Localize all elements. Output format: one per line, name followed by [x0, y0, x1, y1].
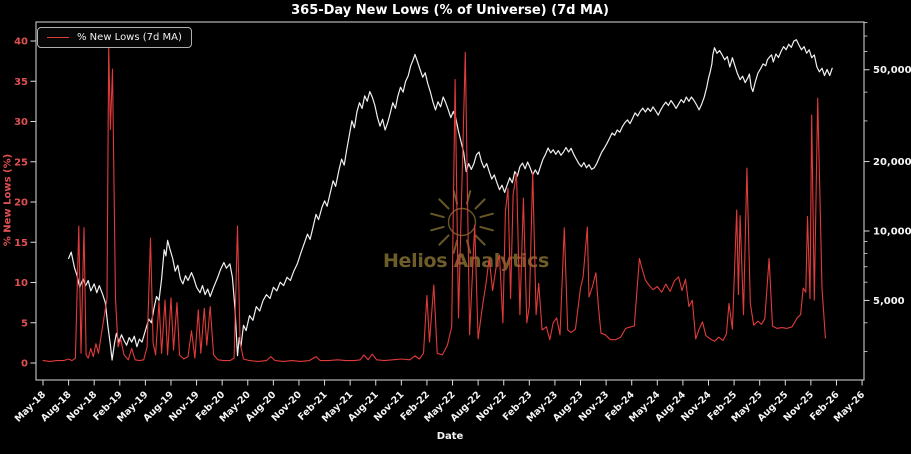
red-series-line	[42, 46, 826, 362]
left-tick-label: 0	[21, 359, 28, 370]
left-tick-label: 25	[14, 157, 28, 168]
legend-line-swatch	[47, 37, 69, 38]
left-tick-label: 30	[14, 117, 28, 128]
right-tick-label: 50,000	[873, 65, 911, 76]
legend: % New Lows (7d MA)	[37, 27, 192, 48]
plot-border	[35, 21, 865, 381]
legend-label: % New Lows (7d MA)	[77, 32, 182, 43]
left-tick-label: 15	[14, 238, 28, 249]
right-tick-label: 5,000	[873, 296, 905, 307]
left-tick-label: 5	[21, 318, 28, 329]
left-tick-label: 35	[14, 77, 28, 88]
left-tick-label: 10	[14, 278, 28, 289]
right-tick-label: 10,000	[873, 227, 911, 238]
right-tick-label: 20,000	[873, 157, 911, 168]
series-layer	[42, 39, 833, 362]
left-tick-label: 40	[14, 37, 28, 48]
x-axis-label: Date	[436, 431, 464, 442]
left-tick-label: 20	[14, 198, 28, 209]
white-series-line	[67, 39, 833, 361]
chart-title: 365-Day New Lows (% of Universe) (7d MA)	[291, 3, 609, 18]
